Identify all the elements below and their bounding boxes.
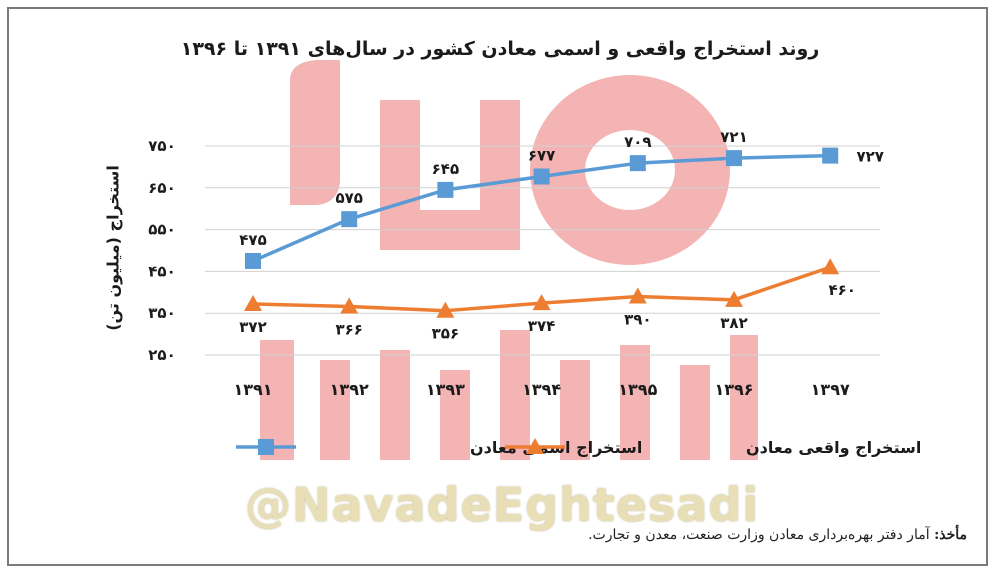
x-tick-label: ۱۳۹۱ xyxy=(233,380,272,399)
y-tick-label: ۵۵۰ xyxy=(148,221,175,239)
data-label: ۵۷۵ xyxy=(335,189,362,207)
data-point-marker xyxy=(821,258,840,275)
data-point-marker xyxy=(726,150,742,167)
data-label: ۳۵۶ xyxy=(432,325,459,343)
data-label: ۳۹۰ xyxy=(624,310,651,328)
x-tick-label: ۱۳۹۵ xyxy=(618,380,657,399)
data-label: ۳۷۴ xyxy=(528,317,555,335)
data-point-marker xyxy=(822,147,839,164)
data-point-marker xyxy=(725,290,743,307)
legend-marker xyxy=(526,438,544,454)
data-label: ۳۷۲ xyxy=(239,318,266,336)
y-tick-label: ۴۵۰ xyxy=(148,262,175,280)
data-label: ۴۶۰ xyxy=(828,281,855,299)
data-label: ۷۲۷ xyxy=(856,148,883,166)
x-tick-label: ۱۳۹۳ xyxy=(426,380,465,399)
source-label: مأخذ: xyxy=(934,527,967,543)
data-label: ۶۴۵ xyxy=(432,160,459,178)
data-point-marker xyxy=(533,168,550,185)
x-tick-label: ۱۳۹۶ xyxy=(714,380,753,399)
x-tick-label: ۱۳۹۷ xyxy=(811,380,850,399)
legend-label: استخراج واقعی معادن xyxy=(746,438,921,457)
x-tick-label: ۱۳۹۴ xyxy=(522,380,561,399)
data-point-marker xyxy=(244,295,262,312)
legend-marker xyxy=(258,439,274,455)
x-tick-label: ۱۳۹۲ xyxy=(330,380,369,399)
y-tick-label: ۲۵۰ xyxy=(148,346,175,364)
data-point-marker xyxy=(340,297,359,314)
data-point-marker xyxy=(437,181,454,198)
y-tick-label: ۶۵۰ xyxy=(148,179,175,197)
y-tick-label: ۷۵۰ xyxy=(148,137,175,155)
data-label: ۴۷۵ xyxy=(239,231,266,249)
chart-title: روند استخراج واقعی و اسمی معادن کشور در … xyxy=(180,38,820,60)
source-note: مأخذ: آمار دفتر بهره‌برداری معادن وزارت … xyxy=(588,527,967,543)
data-label: ۷۰۹ xyxy=(624,133,651,151)
y-tick-label: ۳۵۰ xyxy=(148,304,175,322)
data-point-marker xyxy=(628,287,647,304)
watermark-handle: @NavadeEghtesadi xyxy=(245,478,760,532)
data-label: ۶۷۷ xyxy=(528,147,555,165)
data-label: ۷۲۱ xyxy=(720,128,747,146)
data-point-marker xyxy=(436,301,455,318)
data-label: ۳۶۶ xyxy=(335,321,362,339)
data-point-marker xyxy=(341,211,358,228)
data-point-marker xyxy=(245,252,261,269)
watermark-logo xyxy=(260,60,758,460)
data-point-marker xyxy=(532,294,551,311)
data-point-marker xyxy=(629,155,646,172)
data-label: ۳۸۲ xyxy=(720,314,747,332)
source-text: آمار دفتر بهره‌برداری معادن وزارت صنعت، … xyxy=(588,527,930,543)
